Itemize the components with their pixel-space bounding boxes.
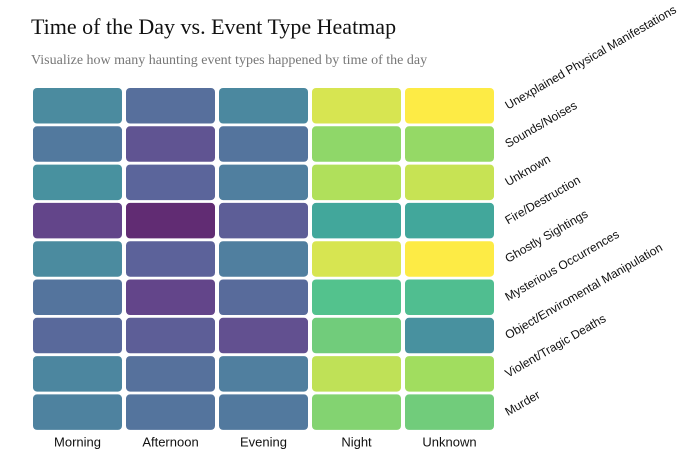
- y-tick-label: Mysterious Occurrences: [503, 227, 622, 304]
- heatmap-cell-0-4: [405, 88, 494, 124]
- heatmap-cell-5-4: [405, 279, 494, 315]
- heatmap-cell-5-0: [33, 279, 122, 315]
- heatmap-cell-0-2: [219, 88, 308, 124]
- heatmap-cell-0-3: [312, 88, 401, 124]
- heatmap-cell-3-1: [126, 202, 215, 239]
- heatmap-cell-1-2: [219, 126, 308, 162]
- x-tick-label: Morning: [54, 435, 101, 450]
- heatmap-cell-0-1: [126, 88, 215, 124]
- heatmap-cell-1-4: [405, 126, 494, 162]
- heatmap-cell-2-3: [312, 164, 401, 201]
- heatmap-cell-8-4: [405, 394, 494, 430]
- heatmap-cell-4-3: [312, 241, 401, 277]
- heatmap-cell-4-2: [219, 241, 308, 277]
- y-axis-labels: Unexplained Physical ManifestationsSound…: [503, 2, 679, 418]
- heatmap-cell-6-0: [33, 317, 122, 354]
- heatmap-cell-6-1: [126, 317, 215, 354]
- heatmap-cell-7-0: [33, 356, 122, 392]
- chart-title: Time of the Day vs. Event Type Heatmap: [31, 14, 397, 39]
- x-tick-label: Evening: [240, 435, 287, 450]
- heatmap-cell-3-2: [219, 202, 308, 239]
- heatmap-cell-2-4: [405, 164, 494, 201]
- heatmap-cell-7-3: [312, 356, 401, 392]
- y-tick-label: Unexplained Physical Manifestations: [503, 2, 679, 112]
- heatmap-cell-5-2: [219, 279, 308, 315]
- y-tick-label: Unknown: [503, 152, 553, 189]
- heatmap-cell-7-4: [405, 356, 494, 392]
- heatmap-cell-0-0: [33, 88, 122, 124]
- heatmap-cell-8-3: [312, 394, 401, 430]
- heatmap-cells: [33, 88, 494, 430]
- heatmap-cell-3-4: [405, 202, 494, 239]
- heatmap-cell-7-1: [126, 356, 215, 392]
- heatmap-cell-3-3: [312, 202, 401, 239]
- x-tick-label: Unknown: [422, 435, 476, 450]
- heatmap-cell-3-0: [33, 202, 122, 239]
- heatmap-cell-6-2: [219, 317, 308, 354]
- x-axis-labels: Morning Afternoon Evening Night Unknown: [54, 435, 477, 450]
- y-tick-label: Murder: [503, 388, 543, 419]
- heatmap-cell-1-3: [312, 126, 401, 162]
- heatmap-cell-7-2: [219, 356, 308, 392]
- x-tick-label: Night: [341, 435, 372, 450]
- heatmap-cell-4-1: [126, 241, 215, 277]
- heatmap-cell-2-0: [33, 164, 122, 201]
- heatmap-cell-5-3: [312, 279, 401, 315]
- heatmap-cell-2-2: [219, 164, 308, 201]
- heatmap-cell-6-3: [312, 317, 401, 354]
- heatmap-cell-8-2: [219, 394, 308, 430]
- heatmap-cell-4-0: [33, 241, 122, 277]
- heatmap-cell-6-4: [405, 317, 494, 354]
- chart-subtitle: Visualize how many haunting event types …: [31, 53, 428, 68]
- heatmap-cell-5-1: [126, 279, 215, 315]
- heatmap-cell-4-4: [405, 241, 494, 277]
- heatmap-cell-2-1: [126, 164, 215, 201]
- heatmap-cell-8-0: [33, 394, 122, 430]
- heatmap-cell-1-1: [126, 126, 215, 162]
- heatmap-cell-1-0: [33, 126, 122, 162]
- x-tick-label: Afternoon: [142, 435, 198, 450]
- heatmap-cell-8-1: [126, 394, 215, 430]
